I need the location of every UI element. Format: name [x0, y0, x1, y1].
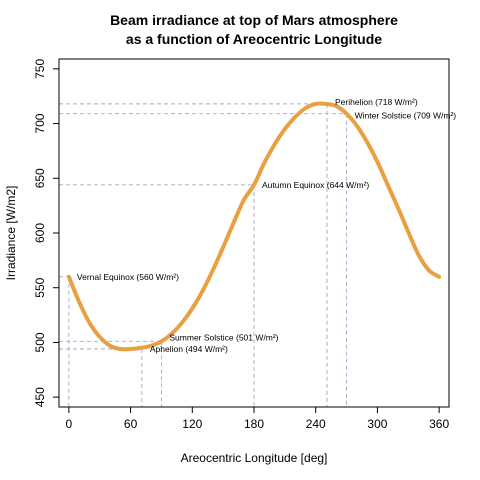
series-layer — [66, 101, 442, 352]
annotation-label: Aphelion (494 W/m²) — [150, 344, 228, 354]
x-tick-label: 360 — [429, 417, 449, 431]
x-tick-label: 180 — [244, 417, 264, 431]
chart-title-line-1: Beam irradiance at top of Mars atmospher… — [110, 12, 398, 28]
annotation-label: Autumn Equinox (644 W/m²) — [262, 180, 369, 190]
x-axis-label: Areocentric Longitude [deg] — [181, 451, 328, 465]
y-axis: 450 500 550 600 650 700 750 — [33, 59, 60, 407]
y-tick-label: 750 — [33, 59, 47, 79]
x-axis: 0 60 120 180 240 300 360 — [66, 406, 449, 431]
y-axis-label: Irradiance [W/m2] — [4, 186, 18, 281]
x-tick-label: 0 — [66, 417, 73, 431]
x-tick-label: 120 — [182, 417, 202, 431]
y-tick-label: 450 — [33, 387, 47, 407]
annotation-label: Perihelion (718 W/m²) — [335, 97, 418, 107]
y-tick-label: 650 — [33, 168, 47, 188]
y-tick-label: 550 — [33, 277, 47, 297]
y-tick-label: 700 — [33, 113, 47, 133]
chart-title-line-2: as a function of Areocentric Longitude — [126, 31, 382, 47]
irradiance-line — [66, 101, 442, 352]
y-tick-label: 500 — [33, 332, 47, 352]
y-tick-label: 600 — [33, 223, 47, 243]
guide-lines — [59, 103, 348, 407]
annotation-label: Winter Solstice (709 W/m²) — [355, 111, 457, 121]
x-tick-label: 60 — [124, 417, 138, 431]
x-tick-label: 300 — [367, 417, 387, 431]
annotation-label: Vernal Equinox (560 W/m²) — [77, 272, 179, 282]
annotation-labels: Vernal Equinox (560 W/m²) Aphelion (494 W… — [77, 97, 456, 354]
x-tick-label: 240 — [306, 417, 326, 431]
annotation-label: Summer Solstice (501 W/m²) — [169, 332, 278, 342]
